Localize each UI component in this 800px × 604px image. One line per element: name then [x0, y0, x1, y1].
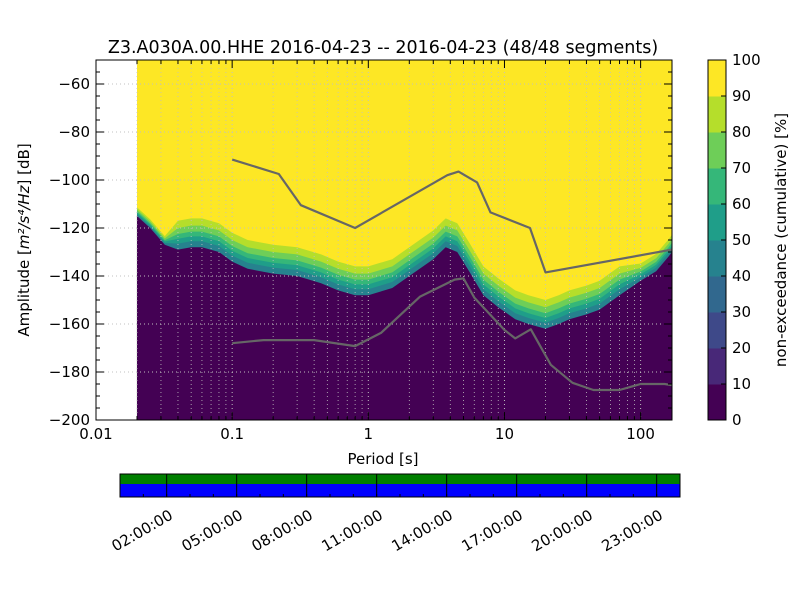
colorbar: 0 10 20 30 40 50 60 70 80 90 100 [707, 51, 761, 429]
x-axis-label: Period [s] [347, 450, 418, 468]
colorbar-swatch [708, 132, 726, 169]
heatmap-low-region [136, 216, 673, 420]
colorbar-tick-label: 60 [732, 195, 751, 213]
segment-timeline: 02:00:00 05:00:00 08:00:00 11:00:00 14:00:00… [109, 473, 681, 555]
colorbar-swatch [708, 60, 726, 97]
colorbar-tick-label: 30 [732, 303, 751, 321]
colorbar-swatch [708, 384, 726, 421]
y-tick-label: −60 [58, 75, 90, 93]
x-axis: 0.01 0.1 1 10 100 [79, 60, 655, 443]
chart-title: Z3.A030A.00.HHE 2016-04-23 -- 2016-04-23… [108, 38, 658, 58]
y-axis-label: Amplitude [m²/s⁴/Hz] [dB] [15, 143, 33, 336]
colorbar-tick-label: 50 [732, 231, 751, 249]
x-tick-label: 1 [364, 425, 374, 443]
timeline-tick-label: 17:00:00 [459, 506, 526, 555]
colorbar-tick-label: 20 [732, 339, 751, 357]
y-tick-label: −120 [49, 219, 90, 237]
timeline-tick-label: 05:00:00 [179, 506, 246, 555]
y-tick-label: −160 [49, 315, 90, 333]
timeline-tick-label: 23:00:00 [599, 506, 666, 555]
y-tick-label: −200 [49, 411, 90, 429]
colorbar-tick-label: 40 [732, 267, 751, 285]
colorbar-tick-label: 90 [732, 87, 751, 105]
y-axis: −60 −80 −100 −120 −140 −160 −180 −200 [49, 59, 672, 429]
x-tick-label: 10 [495, 425, 514, 443]
colorbar-tick-label: 100 [732, 51, 761, 69]
y-tick-label: −180 [49, 363, 90, 381]
colorbar-tick-label: 80 [732, 123, 751, 141]
timeline-tick-label: 11:00:00 [319, 506, 386, 555]
timeline-upper-bar [120, 474, 680, 484]
reference-curve-2 [232, 277, 673, 392]
x-tick-label: 0.1 [220, 425, 244, 443]
colorbar-tick-label: 70 [732, 159, 751, 177]
timeline-tick-label: 14:00:00 [389, 506, 456, 555]
y-tick-label: −80 [58, 123, 90, 141]
timeline-tick-label: 08:00:00 [249, 506, 316, 555]
reference-curve-1 [231, 158, 673, 274]
colorbar-swatch [708, 312, 726, 349]
colorbar-label: non-exceedance (cumulative) [%] [772, 113, 790, 367]
x-tick-label: 100 [626, 425, 655, 443]
colorbar-swatch [708, 204, 726, 241]
psd-plot-area: 0.01 0.1 1 10 100−60−80−100−120−140−160−180−… [49, 59, 673, 443]
y-tick-label: −100 [49, 171, 90, 189]
timeline-tick-label: 20:00:00 [529, 506, 596, 555]
colorbar-swatch [708, 168, 726, 205]
colorbar-swatch [708, 276, 726, 313]
timeline-lower-bar [120, 484, 680, 497]
colorbar-tick-label: 10 [732, 375, 751, 393]
colorbar-swatch [708, 348, 726, 385]
colorbar-swatch [708, 96, 726, 133]
y-tick-label: −140 [49, 267, 90, 285]
x-tick-label: 0.01 [79, 425, 112, 443]
colorbar-swatch [708, 240, 726, 277]
colorbar-tick-label: 0 [732, 411, 742, 429]
timeline-tick-label: 02:00:00 [109, 506, 176, 555]
